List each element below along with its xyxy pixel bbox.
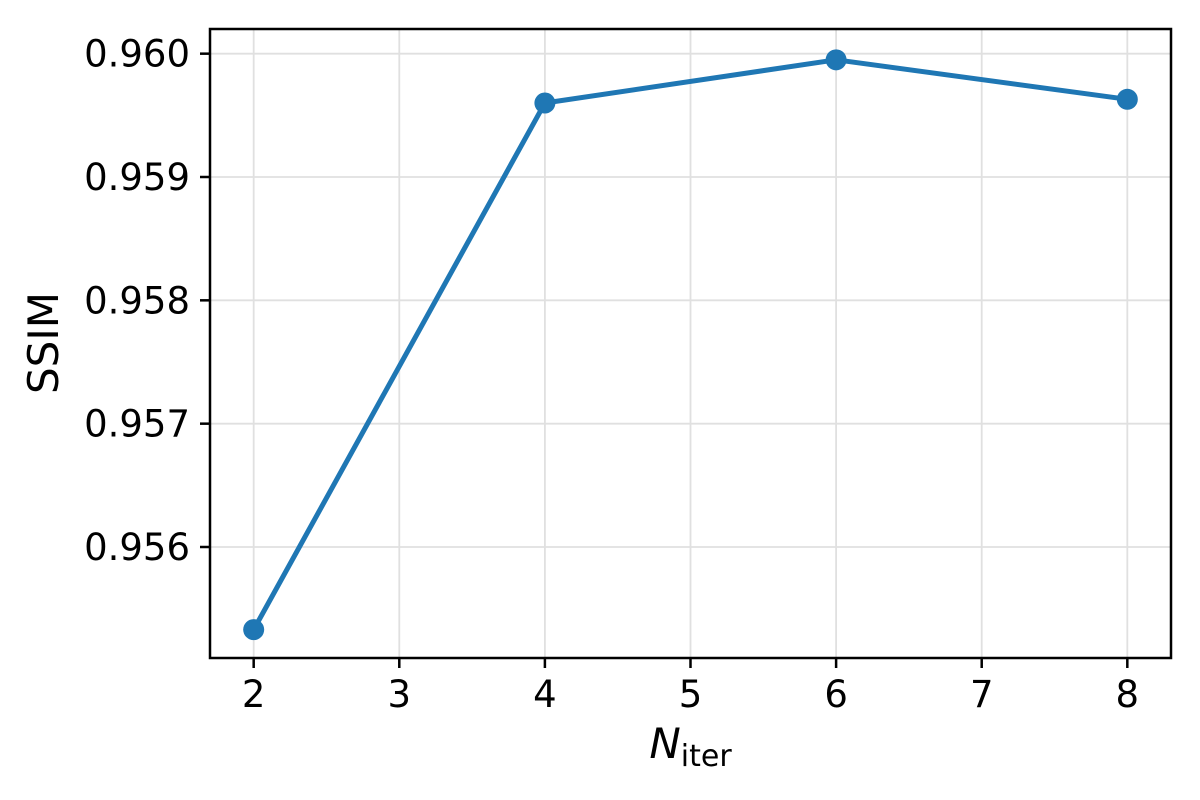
- x-tick-label: 4: [533, 673, 557, 716]
- data-series: [243, 49, 1138, 641]
- y-tick-label: 0.958: [84, 279, 190, 322]
- y-tick-label: 0.960: [84, 33, 190, 76]
- x-tick-label: 2: [242, 673, 266, 716]
- tick-marks: [200, 52, 1129, 668]
- y-tick-labels: 0.956 0.957 0.958 0.959 0.960: [84, 33, 190, 569]
- x-axis-label: Niter: [210, 719, 1171, 774]
- data-point: [825, 49, 847, 71]
- y-tick-label: 0.957: [84, 403, 190, 446]
- data-markers: [243, 49, 1138, 641]
- vertical-gridlines: [252, 29, 1129, 658]
- x-axis-label-subscript: iter: [680, 739, 732, 774]
- y-axis-label: SSIM: [19, 292, 68, 394]
- y-tick-label: 0.956: [84, 526, 190, 569]
- x-tick-labels: 2 3 4 5 6 7 8: [242, 673, 1139, 716]
- x-tick-label: 5: [679, 673, 703, 716]
- x-tick-label: 7: [970, 673, 994, 716]
- data-line: [251, 57, 1130, 633]
- data-point: [1116, 88, 1138, 110]
- data-point: [534, 92, 556, 114]
- data-point: [243, 619, 265, 641]
- x-tick-label: 6: [824, 673, 848, 716]
- x-axis-label-main: N: [649, 719, 681, 768]
- x-tick-label: 8: [1116, 673, 1140, 716]
- y-tick-label: 0.959: [84, 156, 190, 199]
- x-tick-label: 3: [388, 673, 412, 716]
